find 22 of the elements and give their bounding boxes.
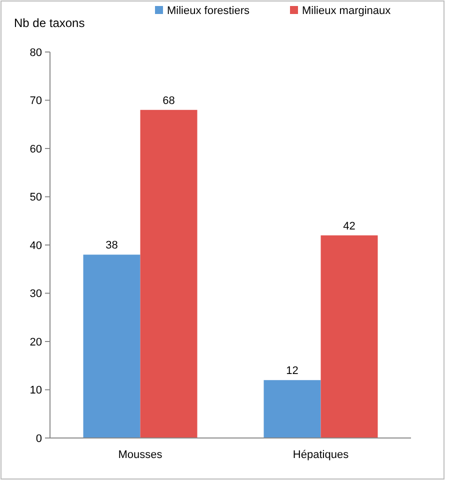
y-tick-label: 70 xyxy=(30,95,42,108)
data-label: 38 xyxy=(106,240,118,252)
bar xyxy=(320,235,378,438)
legend-label: Milieux forestiers xyxy=(167,5,250,17)
x-tick-label: Mousses xyxy=(118,449,163,461)
y-axis-title: Nb de taxons xyxy=(14,16,85,30)
x-tick-label: Hépatiques xyxy=(292,449,350,461)
data-label: 68 xyxy=(162,94,175,107)
y-tick-label: 10 xyxy=(30,384,42,397)
y-tick-label: 80 xyxy=(30,46,42,59)
bar xyxy=(140,110,198,438)
bar xyxy=(264,380,321,438)
y-tick-label: 60 xyxy=(30,143,42,156)
y-tick-label: 0 xyxy=(36,432,42,445)
y-tick-label: 40 xyxy=(30,240,42,252)
data-label: 42 xyxy=(343,220,356,232)
y-tick-label: 30 xyxy=(30,288,42,300)
data-label: 12 xyxy=(286,365,298,378)
bar xyxy=(83,254,140,438)
legend-label: Milieux marginaux xyxy=(302,5,392,17)
y-tick-label: 50 xyxy=(30,192,42,204)
y-tick-label: 20 xyxy=(30,336,42,348)
